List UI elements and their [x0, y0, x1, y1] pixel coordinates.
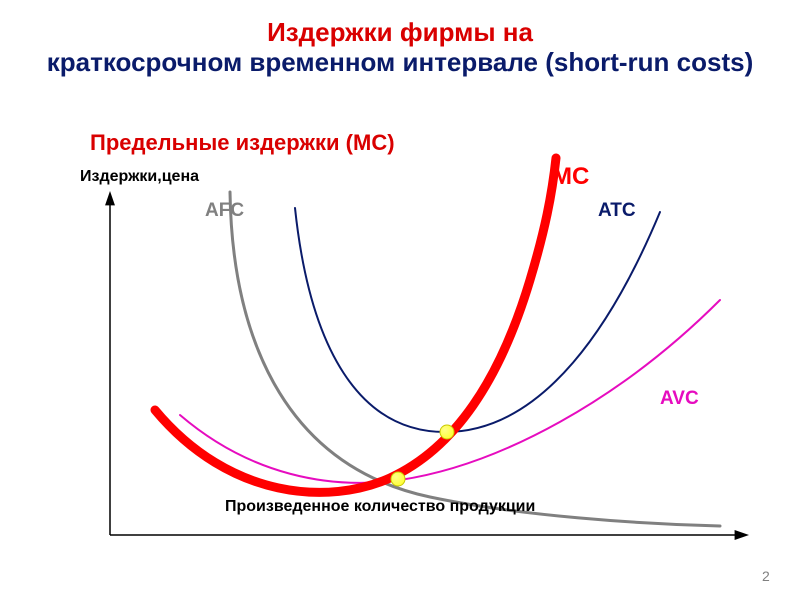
page-number: 2: [762, 568, 770, 584]
avc-curve: [180, 300, 720, 483]
slide: Издержки фирмы на краткосрочном временно…: [0, 0, 800, 600]
afc-label: AFC: [205, 200, 244, 222]
slide-title: Издержки фирмы на краткосрочном временно…: [0, 18, 800, 78]
title-line-1: Издержки фирмы на: [267, 17, 533, 47]
axes: [105, 191, 749, 540]
subtitle-mc: Предельные издержки (MC): [90, 130, 395, 156]
mc-label: MC: [552, 163, 589, 191]
title-line-2: краткосрочном временном интервале (short…: [47, 47, 753, 77]
avc-label: AVC: [660, 388, 699, 410]
x-axis-label: Произведенное количество продукции: [225, 498, 535, 516]
atc-label: ATC: [598, 200, 636, 222]
y-axis-label: Издержки,цена: [80, 168, 199, 186]
